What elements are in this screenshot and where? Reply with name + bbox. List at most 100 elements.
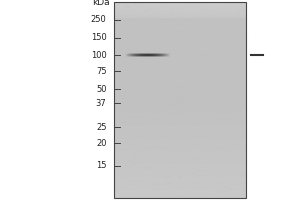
Bar <box>175 186 179 187</box>
Bar <box>134 182 139 183</box>
Bar <box>135 127 140 128</box>
Bar <box>201 81 205 82</box>
Bar <box>244 3 249 4</box>
Bar <box>156 193 160 194</box>
Bar <box>194 62 198 63</box>
Bar <box>137 122 142 123</box>
Bar <box>174 104 179 105</box>
Bar <box>114 161 246 162</box>
Bar <box>114 187 246 188</box>
Bar <box>206 96 211 97</box>
Bar <box>211 195 215 196</box>
Bar <box>186 74 191 75</box>
Bar <box>190 65 195 66</box>
Bar <box>126 188 131 189</box>
Bar <box>169 38 173 39</box>
Bar <box>188 174 192 175</box>
Bar <box>155 17 160 18</box>
Bar <box>208 172 213 173</box>
Bar <box>222 158 227 159</box>
Bar <box>114 112 246 113</box>
Bar <box>114 53 246 54</box>
Bar <box>152 174 157 175</box>
Bar <box>222 12 227 13</box>
Bar <box>205 170 209 171</box>
Bar <box>224 13 229 14</box>
Bar <box>222 125 227 126</box>
Bar <box>114 68 246 69</box>
Bar <box>221 49 226 50</box>
Bar <box>132 189 136 191</box>
Bar <box>176 151 181 152</box>
Bar <box>128 181 133 182</box>
Bar <box>200 55 204 57</box>
Bar <box>116 157 120 159</box>
Bar <box>164 40 169 41</box>
Bar <box>114 31 246 32</box>
Bar <box>212 163 217 165</box>
Bar <box>226 17 230 18</box>
Bar <box>130 181 134 182</box>
Bar <box>151 146 156 147</box>
Bar <box>173 113 177 114</box>
Bar <box>220 143 225 144</box>
Bar <box>226 76 231 77</box>
Bar <box>183 165 188 166</box>
Bar <box>158 177 162 179</box>
Bar <box>159 157 163 158</box>
Bar <box>215 103 220 104</box>
Bar <box>175 155 179 156</box>
Bar <box>128 9 132 11</box>
Bar <box>213 63 218 65</box>
Bar <box>162 107 166 108</box>
Bar <box>173 80 177 81</box>
Bar <box>223 159 227 160</box>
Bar <box>147 47 152 48</box>
Bar <box>193 141 198 142</box>
Bar <box>114 79 246 80</box>
Bar <box>233 41 237 42</box>
Bar <box>166 112 170 113</box>
Bar <box>114 186 246 187</box>
Bar <box>114 50 246 51</box>
Bar <box>220 146 224 147</box>
Bar <box>190 6 194 7</box>
Bar <box>114 63 246 64</box>
Bar <box>148 9 153 10</box>
Bar <box>114 96 246 97</box>
Bar <box>114 48 246 49</box>
Bar <box>114 95 246 96</box>
Bar <box>114 192 246 193</box>
Bar <box>178 159 183 161</box>
Bar <box>177 152 182 153</box>
Bar <box>114 160 246 161</box>
Bar <box>150 41 155 42</box>
Bar <box>114 43 246 44</box>
Bar <box>226 92 230 93</box>
Bar <box>164 37 169 38</box>
Bar <box>114 13 246 14</box>
Bar <box>186 64 191 65</box>
Bar <box>114 21 246 22</box>
Bar <box>142 102 147 104</box>
Bar <box>226 50 231 51</box>
Bar <box>167 182 171 184</box>
Bar <box>180 97 185 99</box>
Bar <box>157 35 162 36</box>
Bar <box>114 104 246 105</box>
Bar <box>126 6 130 8</box>
Bar <box>148 108 152 109</box>
Bar <box>150 80 154 81</box>
Bar <box>136 51 140 52</box>
Bar <box>114 67 246 68</box>
Bar <box>114 47 246 48</box>
Bar <box>191 68 196 69</box>
Bar <box>234 194 238 196</box>
Bar <box>188 58 193 59</box>
Bar <box>197 110 201 111</box>
Bar <box>114 19 246 20</box>
Bar <box>193 75 197 77</box>
Bar <box>121 117 125 118</box>
Bar <box>114 62 246 63</box>
Bar <box>129 48 134 49</box>
